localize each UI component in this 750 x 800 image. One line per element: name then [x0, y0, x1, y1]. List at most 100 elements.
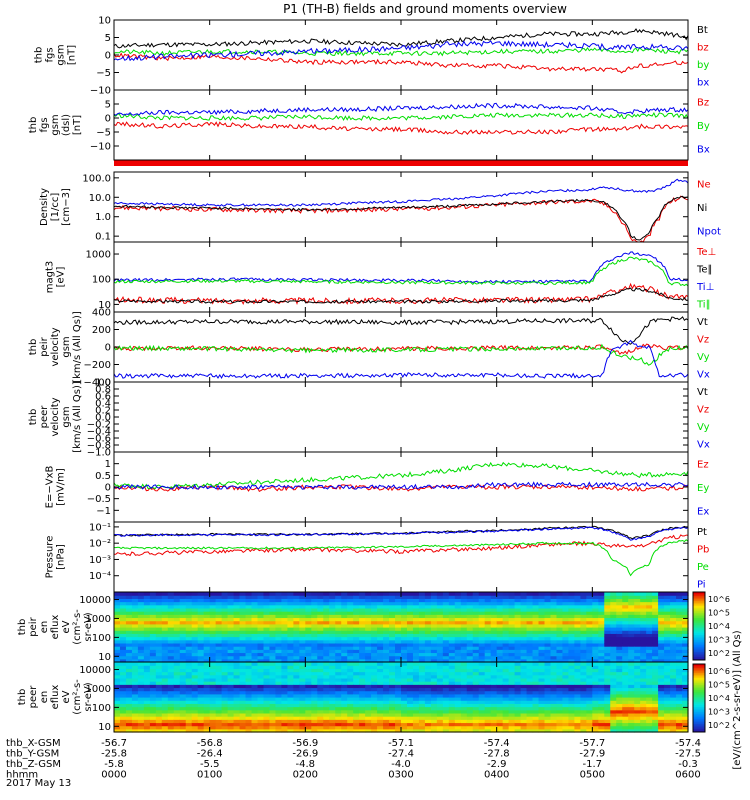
heatmap-cell [604, 642, 611, 647]
heatmap-cell [197, 671, 205, 676]
heatmap-cell [287, 706, 294, 711]
series-line-vx [113, 339, 689, 380]
heatmap-cell [676, 665, 683, 669]
heatmap-cell [508, 716, 516, 720]
heatmap-cell [556, 693, 564, 698]
heatmap-cell [119, 728, 127, 733]
heatmap-cell [460, 620, 468, 625]
heatmap-cell [466, 607, 474, 612]
heatmap-cell [371, 598, 378, 603]
heatmap-cell [538, 649, 546, 654]
heatmap-cell [526, 684, 534, 689]
heatmap-cell [179, 642, 187, 647]
heatmap-cell [161, 709, 169, 714]
y-tick-label: 1000 [86, 614, 111, 625]
heatmap-cell [628, 687, 635, 692]
heatmap-cell [454, 633, 462, 638]
heatmap-cell [544, 611, 552, 615]
heatmap-cell [161, 725, 169, 730]
heatmap-cell [395, 595, 402, 599]
heatmap-cell [652, 674, 659, 679]
heatmap-cell [281, 649, 288, 654]
heatmap-cell [395, 604, 402, 609]
heatmap-cell [598, 690, 605, 695]
colorbar-cell [693, 725, 705, 728]
heatmap-cell [299, 681, 306, 685]
heatmap-cell [526, 697, 534, 701]
heatmap-cell [401, 639, 408, 644]
heatmap-cell [580, 630, 587, 634]
heatmap-cell [538, 611, 546, 615]
heatmap-cell [412, 728, 420, 733]
heatmap-cell [418, 611, 426, 615]
colorbar-cell [693, 646, 705, 649]
heatmap-cell [484, 627, 492, 631]
heatmap-cell [167, 722, 175, 727]
heatmap-cell [406, 677, 414, 682]
heatmap-cell [293, 693, 300, 698]
heatmap-cell [556, 598, 564, 603]
heatmap-cell [197, 630, 205, 634]
heatmap-cell [670, 658, 677, 663]
heatmap-cell [293, 709, 300, 714]
heatmap-cell [317, 604, 324, 609]
heatmap-cell [526, 687, 534, 692]
heatmap-cell [418, 703, 426, 708]
heatmap-cell [377, 611, 384, 615]
heatmap-cell [125, 706, 133, 711]
heatmap-cell [257, 592, 265, 596]
heatmap-cell [580, 719, 587, 724]
heatmap-cell [347, 633, 354, 638]
heatmap-cell [114, 662, 121, 666]
heatmap-cell [179, 674, 187, 679]
heatmap-cell [239, 716, 247, 720]
heatmap-cell [155, 598, 163, 603]
heatmap-cell [574, 677, 581, 682]
heatmap-cell [131, 639, 139, 644]
heatmap-cell [329, 684, 336, 689]
colorbar-cell [693, 728, 705, 731]
heatmap-cell [574, 636, 581, 641]
heatmap-cell [233, 617, 241, 622]
heatmap-cell [646, 681, 653, 685]
heatmap-cell [371, 652, 378, 657]
heatmap-cell [574, 592, 581, 596]
heatmap-cell [275, 633, 283, 638]
heatmap-cell [598, 649, 605, 654]
heatmap-cell [424, 665, 432, 669]
heatmap-cell [251, 700, 259, 704]
heatmap-cell [227, 706, 235, 711]
heatmap-cell [383, 636, 390, 641]
heatmap-cell [556, 677, 564, 682]
heatmap-cell [628, 693, 635, 698]
heatmap-cell [155, 623, 163, 628]
heatmap-cell [263, 684, 271, 689]
heatmap-cell [634, 722, 641, 727]
heatmap-cell [263, 681, 271, 685]
heatmap-cell [646, 649, 653, 654]
series-line-by [113, 112, 689, 122]
heatmap-cell [490, 665, 498, 669]
heatmap-cell [161, 652, 169, 657]
heatmap-cell [143, 623, 151, 628]
heatmap-cell [448, 595, 456, 599]
heatmap-cell [646, 623, 653, 628]
heatmap-cell [598, 709, 605, 714]
heatmap-cell [317, 601, 324, 606]
heatmap-cell [658, 620, 665, 625]
heatmap-cell [670, 636, 677, 641]
heatmap-cell [371, 681, 378, 685]
heatmap-cell [179, 601, 187, 606]
heatmap-cell [664, 630, 671, 634]
heatmap-cell [490, 681, 498, 685]
x-axis-value: 0400 [484, 770, 509, 781]
heatmap-cell [167, 725, 175, 730]
colorbar-cell [693, 696, 705, 699]
heatmap-cell [610, 687, 617, 692]
heatmap-cell [508, 652, 516, 657]
heatmap-cell [215, 681, 223, 685]
heatmap-cell [383, 614, 390, 619]
heatmap-cell [544, 617, 552, 622]
heatmap-cell [520, 627, 528, 631]
heatmap-cell [652, 665, 659, 669]
